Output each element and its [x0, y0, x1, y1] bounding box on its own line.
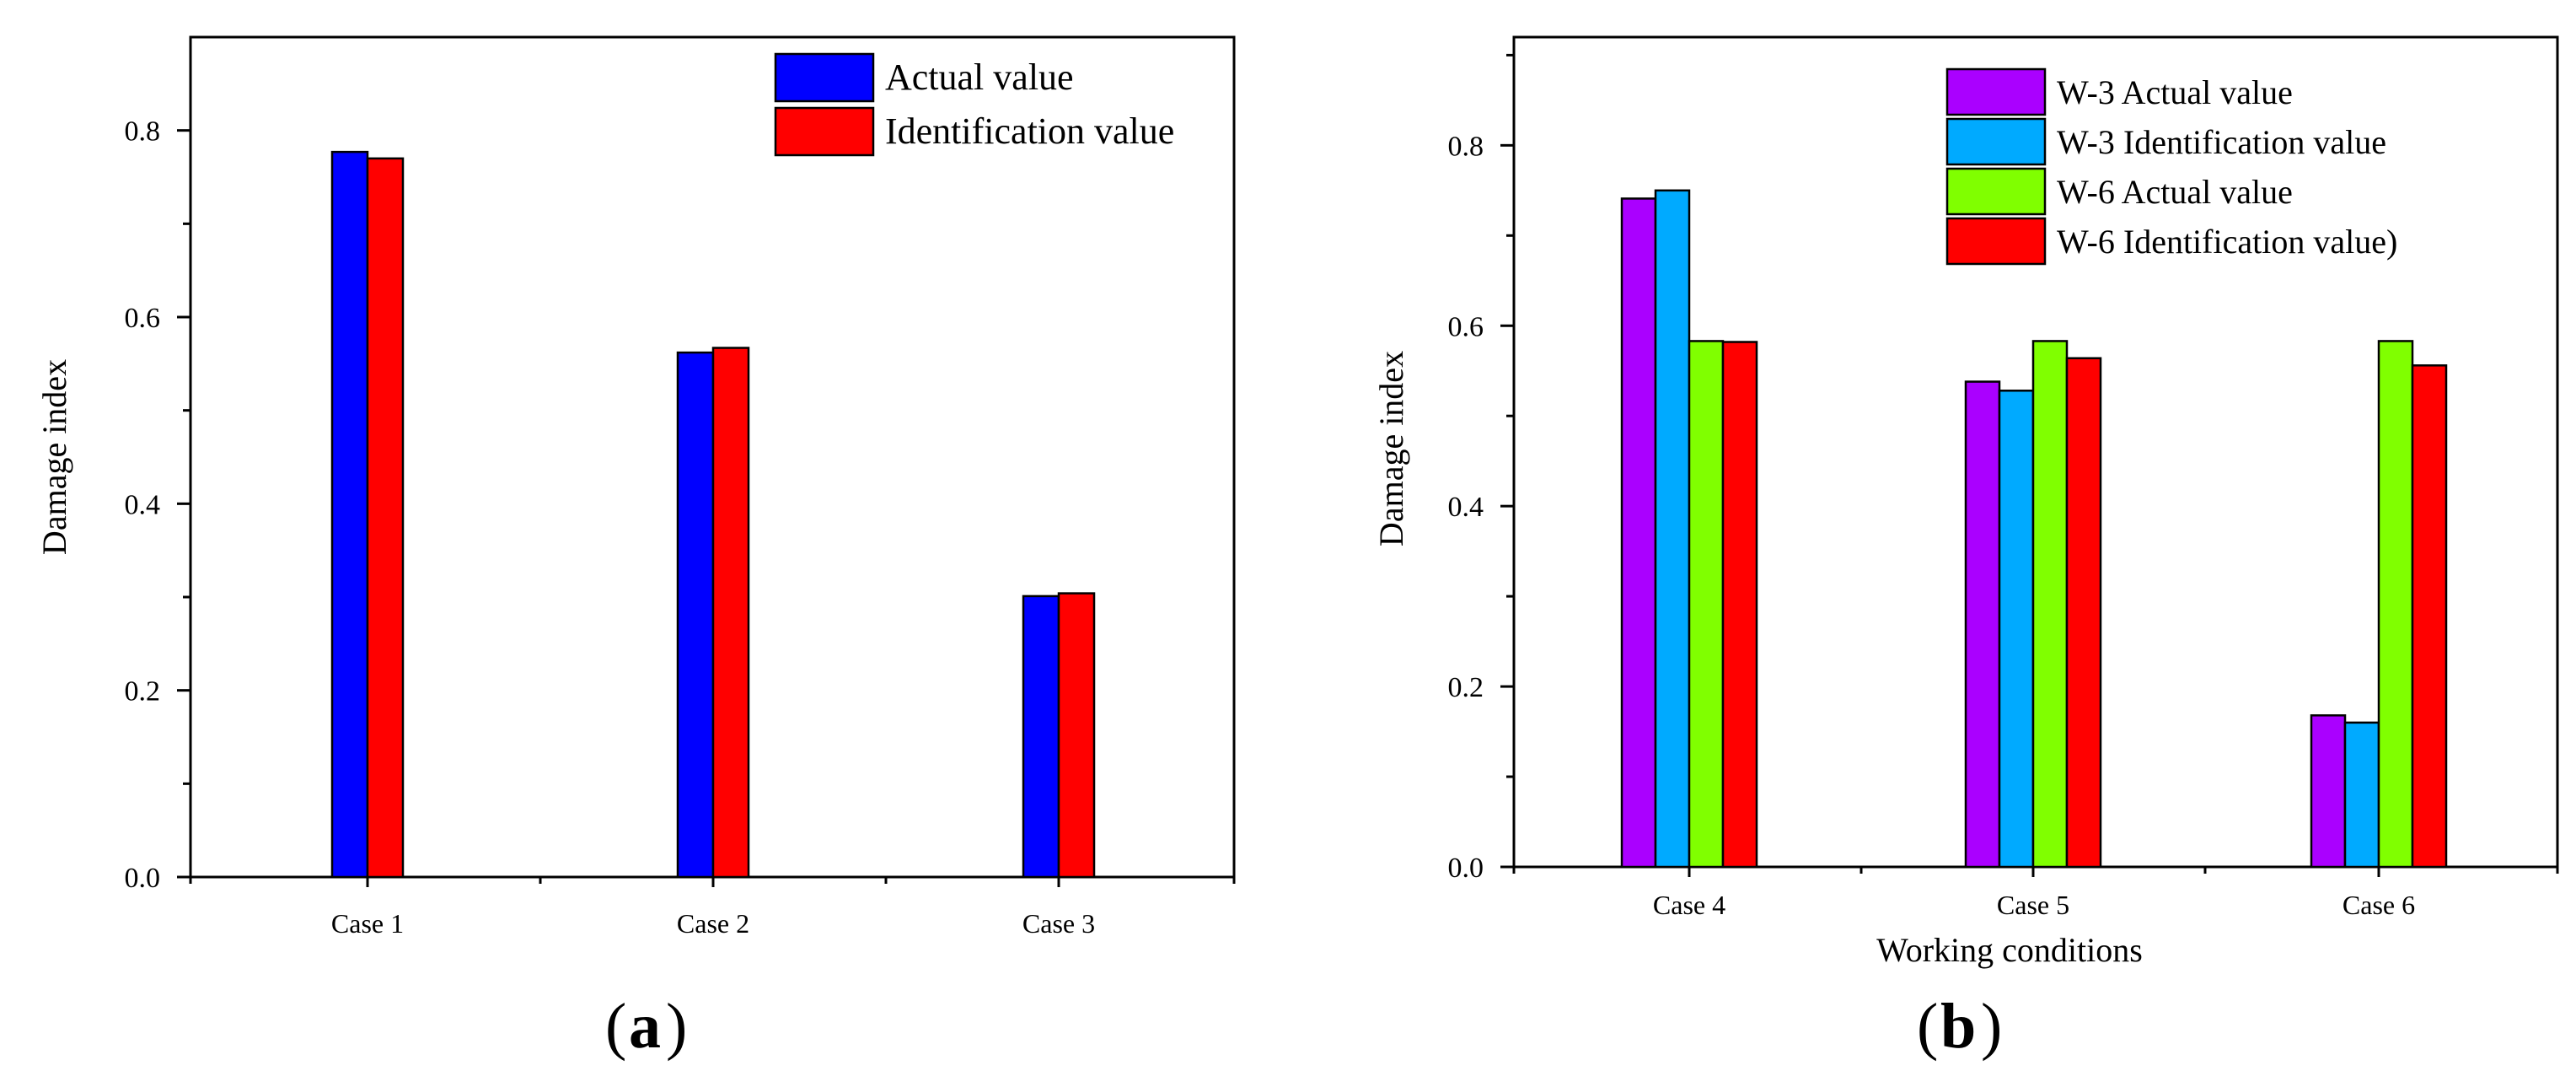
chart-b-legend-label: W-3 Actual value: [2057, 73, 2293, 111]
chart-b-category-label: Case 6: [2343, 890, 2415, 920]
chart-b-ytick-label: 0.6: [1448, 311, 1484, 342]
chart-b-bar: [1620, 197, 1657, 869]
chart-a: 0.0 0.2 0.4 0.6 0.8 Case 1 Case 2 Case 3 Actua…: [35, 35, 1236, 1062]
chart-b-legend-swatch: [1945, 217, 2047, 266]
chart-a-legend-swatch: [774, 52, 875, 103]
chart-b-ytick-label: 0.8: [1448, 131, 1484, 162]
chart-b-legend-swatch: [1945, 67, 2047, 116]
chart-a-ytick-label: 0.2: [125, 676, 161, 708]
chart-b-legend-label: W-6 Identification value): [2057, 223, 2397, 261]
chart-b-ytick-label: 0.4: [1448, 492, 1484, 523]
chart-a-bar: [366, 157, 405, 879]
chart-b-bar: [1688, 340, 1725, 869]
chart-b-bar: [2377, 340, 2414, 869]
chart-b-ylabel: Damage index: [1372, 351, 1410, 546]
chart-a-bar: [711, 347, 750, 879]
chart-a-panel-label: a: [629, 991, 661, 1062]
chart-a-ytick-label: 0.0: [125, 863, 161, 894]
chart-b: 0.0 0.2 0.4 0.6 0.8 Case 4 Case 5 Case 6 W-3 A…: [1372, 35, 2559, 1062]
chart-a-bar: [330, 150, 369, 879]
chart-b-bar: [1998, 390, 2035, 869]
chart-b-bar: [2031, 340, 2069, 869]
chart-a-ytick-label: 0.6: [125, 303, 161, 334]
chart-b-bar: [1964, 380, 2001, 869]
chart-b-bar: [2065, 357, 2102, 869]
chart-b-panel-label-close: ): [1981, 991, 2002, 1062]
chart-a-category-label: Case 3: [1022, 908, 1095, 939]
chart-b-ytick-label: 0.2: [1448, 672, 1484, 703]
chart-a-category-label: Case 1: [331, 908, 404, 939]
chart-b-xlabel: Working conditions: [1876, 931, 2143, 969]
chart-b-legend-swatch: [1945, 117, 2047, 166]
chart-b-ytick-label: 0.0: [1448, 853, 1484, 884]
chart-a-panel-label-close: ): [666, 991, 687, 1062]
chart-a-legend-label: Identification value: [885, 110, 1174, 152]
chart-a-ytick-label: 0.4: [125, 489, 161, 520]
chart-a-panel-label-open: (: [605, 991, 626, 1062]
chart-b-panel-label-open: (: [1917, 991, 1938, 1062]
chart-b-category-label: Case 5: [1997, 890, 2069, 920]
chart-b-legend-label: W-3 Identification value: [2057, 123, 2386, 161]
chart-a-category-label: Case 2: [677, 908, 749, 939]
chart-a-bar: [1057, 592, 1096, 879]
chart-b-category-label: Case 4: [1653, 890, 1725, 920]
chart-b-bar: [1721, 341, 1758, 869]
chart-a-bar: [1022, 595, 1060, 879]
chart-b-bar: [2343, 721, 2380, 869]
chart-a-legend-label: Actual value: [885, 57, 1074, 98]
chart-a-ylabel: Damage index: [35, 359, 73, 555]
chart-b-bar: [1654, 189, 1691, 869]
chart-b-legend-swatch: [1945, 167, 2047, 216]
chart-b-legend-label: W-6 Actual value: [2057, 173, 2293, 211]
chart-a-ytick-label: 0.8: [125, 116, 161, 148]
chart-b-bar: [2310, 714, 2347, 869]
chart-a-legend-swatch: [774, 106, 875, 157]
chart-a-bar: [676, 351, 715, 879]
chart-b-bar: [2411, 364, 2448, 869]
chart-b-panel-label: b: [1940, 991, 1976, 1062]
